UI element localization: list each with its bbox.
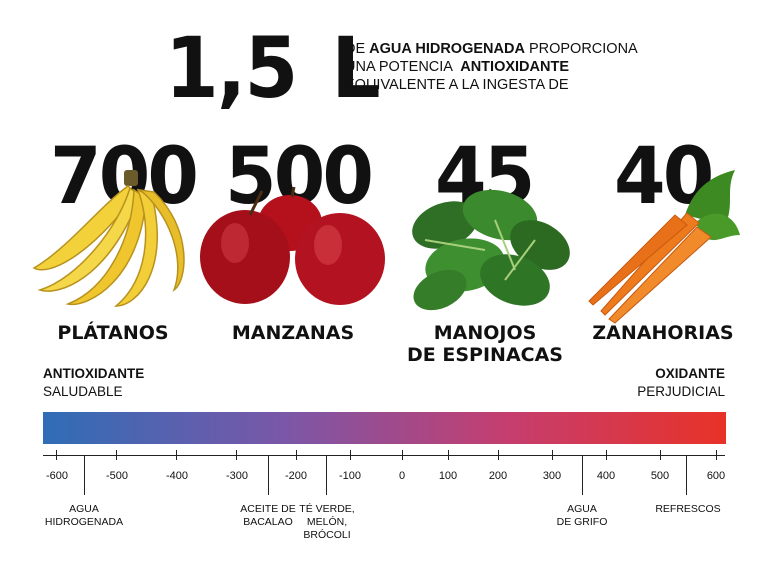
orp-gradient-bar: [43, 412, 726, 444]
tick-label: -100: [338, 470, 362, 482]
annotation-pointer: [582, 455, 583, 495]
tick-mark: [552, 450, 553, 460]
annotation-pointer: [84, 455, 85, 495]
intro-highlight-antioxidant: ANTIOXIDANTE: [460, 59, 569, 75]
annotation-line: DE GRIFO: [556, 516, 608, 528]
apple-label: MANZANAS: [231, 322, 355, 344]
banana-icon: [32, 170, 185, 307]
intro-line1-c: PROPORCIONA: [524, 41, 638, 57]
tick-mark: [716, 450, 717, 460]
tick-label: 200: [488, 470, 508, 482]
annotation-hydrogen-water: AGUA HIDROGENADA: [44, 503, 124, 529]
intro-text: DE AGUA HIDROGENADA PROPORCIONA UNA POTE…: [345, 40, 675, 94]
tick-mark: [296, 450, 297, 460]
tick-label: -600: [45, 470, 69, 482]
tick-mark: [56, 450, 57, 460]
carrot-icon: [588, 170, 740, 324]
tick-mark: [498, 450, 499, 460]
tick-label: 400: [596, 470, 616, 482]
water-amount-number: 1,5: [165, 19, 298, 117]
annotation-line: HIDROGENADA: [44, 516, 124, 528]
tick-mark: [606, 450, 607, 460]
spinach-label: MANOJOS DE ESPINACAS: [400, 322, 570, 366]
tick-label: -500: [105, 470, 129, 482]
tick-label: 100: [438, 470, 458, 482]
tick-mark: [176, 450, 177, 460]
water-amount: 1,5 L: [165, 26, 381, 110]
oxidant-title: OXIDANTE: [655, 366, 725, 381]
tick-mark: [402, 450, 403, 460]
tick-label: 300: [542, 470, 562, 482]
intro-line2-a: UNA POTENCIA: [345, 59, 461, 75]
annotation-line: REFRESCOS: [655, 503, 721, 515]
tick-mark: [350, 450, 351, 460]
annotation-line: MELÓN,: [306, 516, 348, 528]
intro-highlight-water: AGUA HIDROGENADA: [369, 41, 525, 57]
tick-label: 500: [650, 470, 670, 482]
banana-label: PLÁTANOS: [57, 322, 169, 344]
tick-mark: [448, 450, 449, 460]
annotation-soft-drinks: REFRESCOS: [652, 503, 724, 516]
intro-line1-a: DE: [345, 41, 370, 57]
annotation-line: AGUA: [69, 503, 99, 515]
spinach-icon: [412, 189, 570, 311]
water-amount-unit: L: [331, 19, 380, 117]
intro-line3: EQUIVALENTE A LA INGESTA DE: [345, 77, 569, 93]
annotation-line: BRÓCOLI: [303, 529, 351, 541]
antioxidant-title: ANTIOXIDANTE: [43, 366, 145, 381]
annotation-line: BACALAO: [243, 516, 293, 528]
annotation-tap-water: AGUA DE GRIFO: [546, 503, 618, 529]
axis-line: [43, 455, 725, 456]
annotation-pointer: [686, 455, 687, 495]
annotation-pointer: [268, 455, 269, 495]
tick-mark: [236, 450, 237, 460]
oxidant-subtitle: PERJUDICIAL: [637, 384, 725, 399]
tick-label: 0: [398, 470, 406, 482]
spinach-label-line1: MANOJOS: [433, 322, 537, 344]
annotation-pointer: [326, 455, 327, 495]
apple-icon: [200, 186, 385, 305]
annotation-green-tea: TÉ VERDE, MELÓN, BRÓCOLI: [296, 503, 358, 542]
annotation-line: AGUA: [567, 503, 597, 515]
tick-label: -400: [165, 470, 189, 482]
tick-mark: [660, 450, 661, 460]
antioxidant-subtitle: SALUDABLE: [43, 384, 123, 399]
tick-label: -300: [225, 470, 249, 482]
annotation-line: ACEITE DE: [240, 503, 296, 515]
annotation-line: TÉ VERDE,: [299, 503, 355, 515]
annotation-cod-liver-oil: ACEITE DE BACALAO: [232, 503, 304, 529]
tick-label: -200: [284, 470, 308, 482]
tick-mark: [116, 450, 117, 460]
tick-label: 600: [706, 470, 726, 482]
carrot-label: ZANAHORIAS: [592, 322, 734, 344]
spinach-label-line2: DE ESPINACAS: [407, 344, 563, 366]
